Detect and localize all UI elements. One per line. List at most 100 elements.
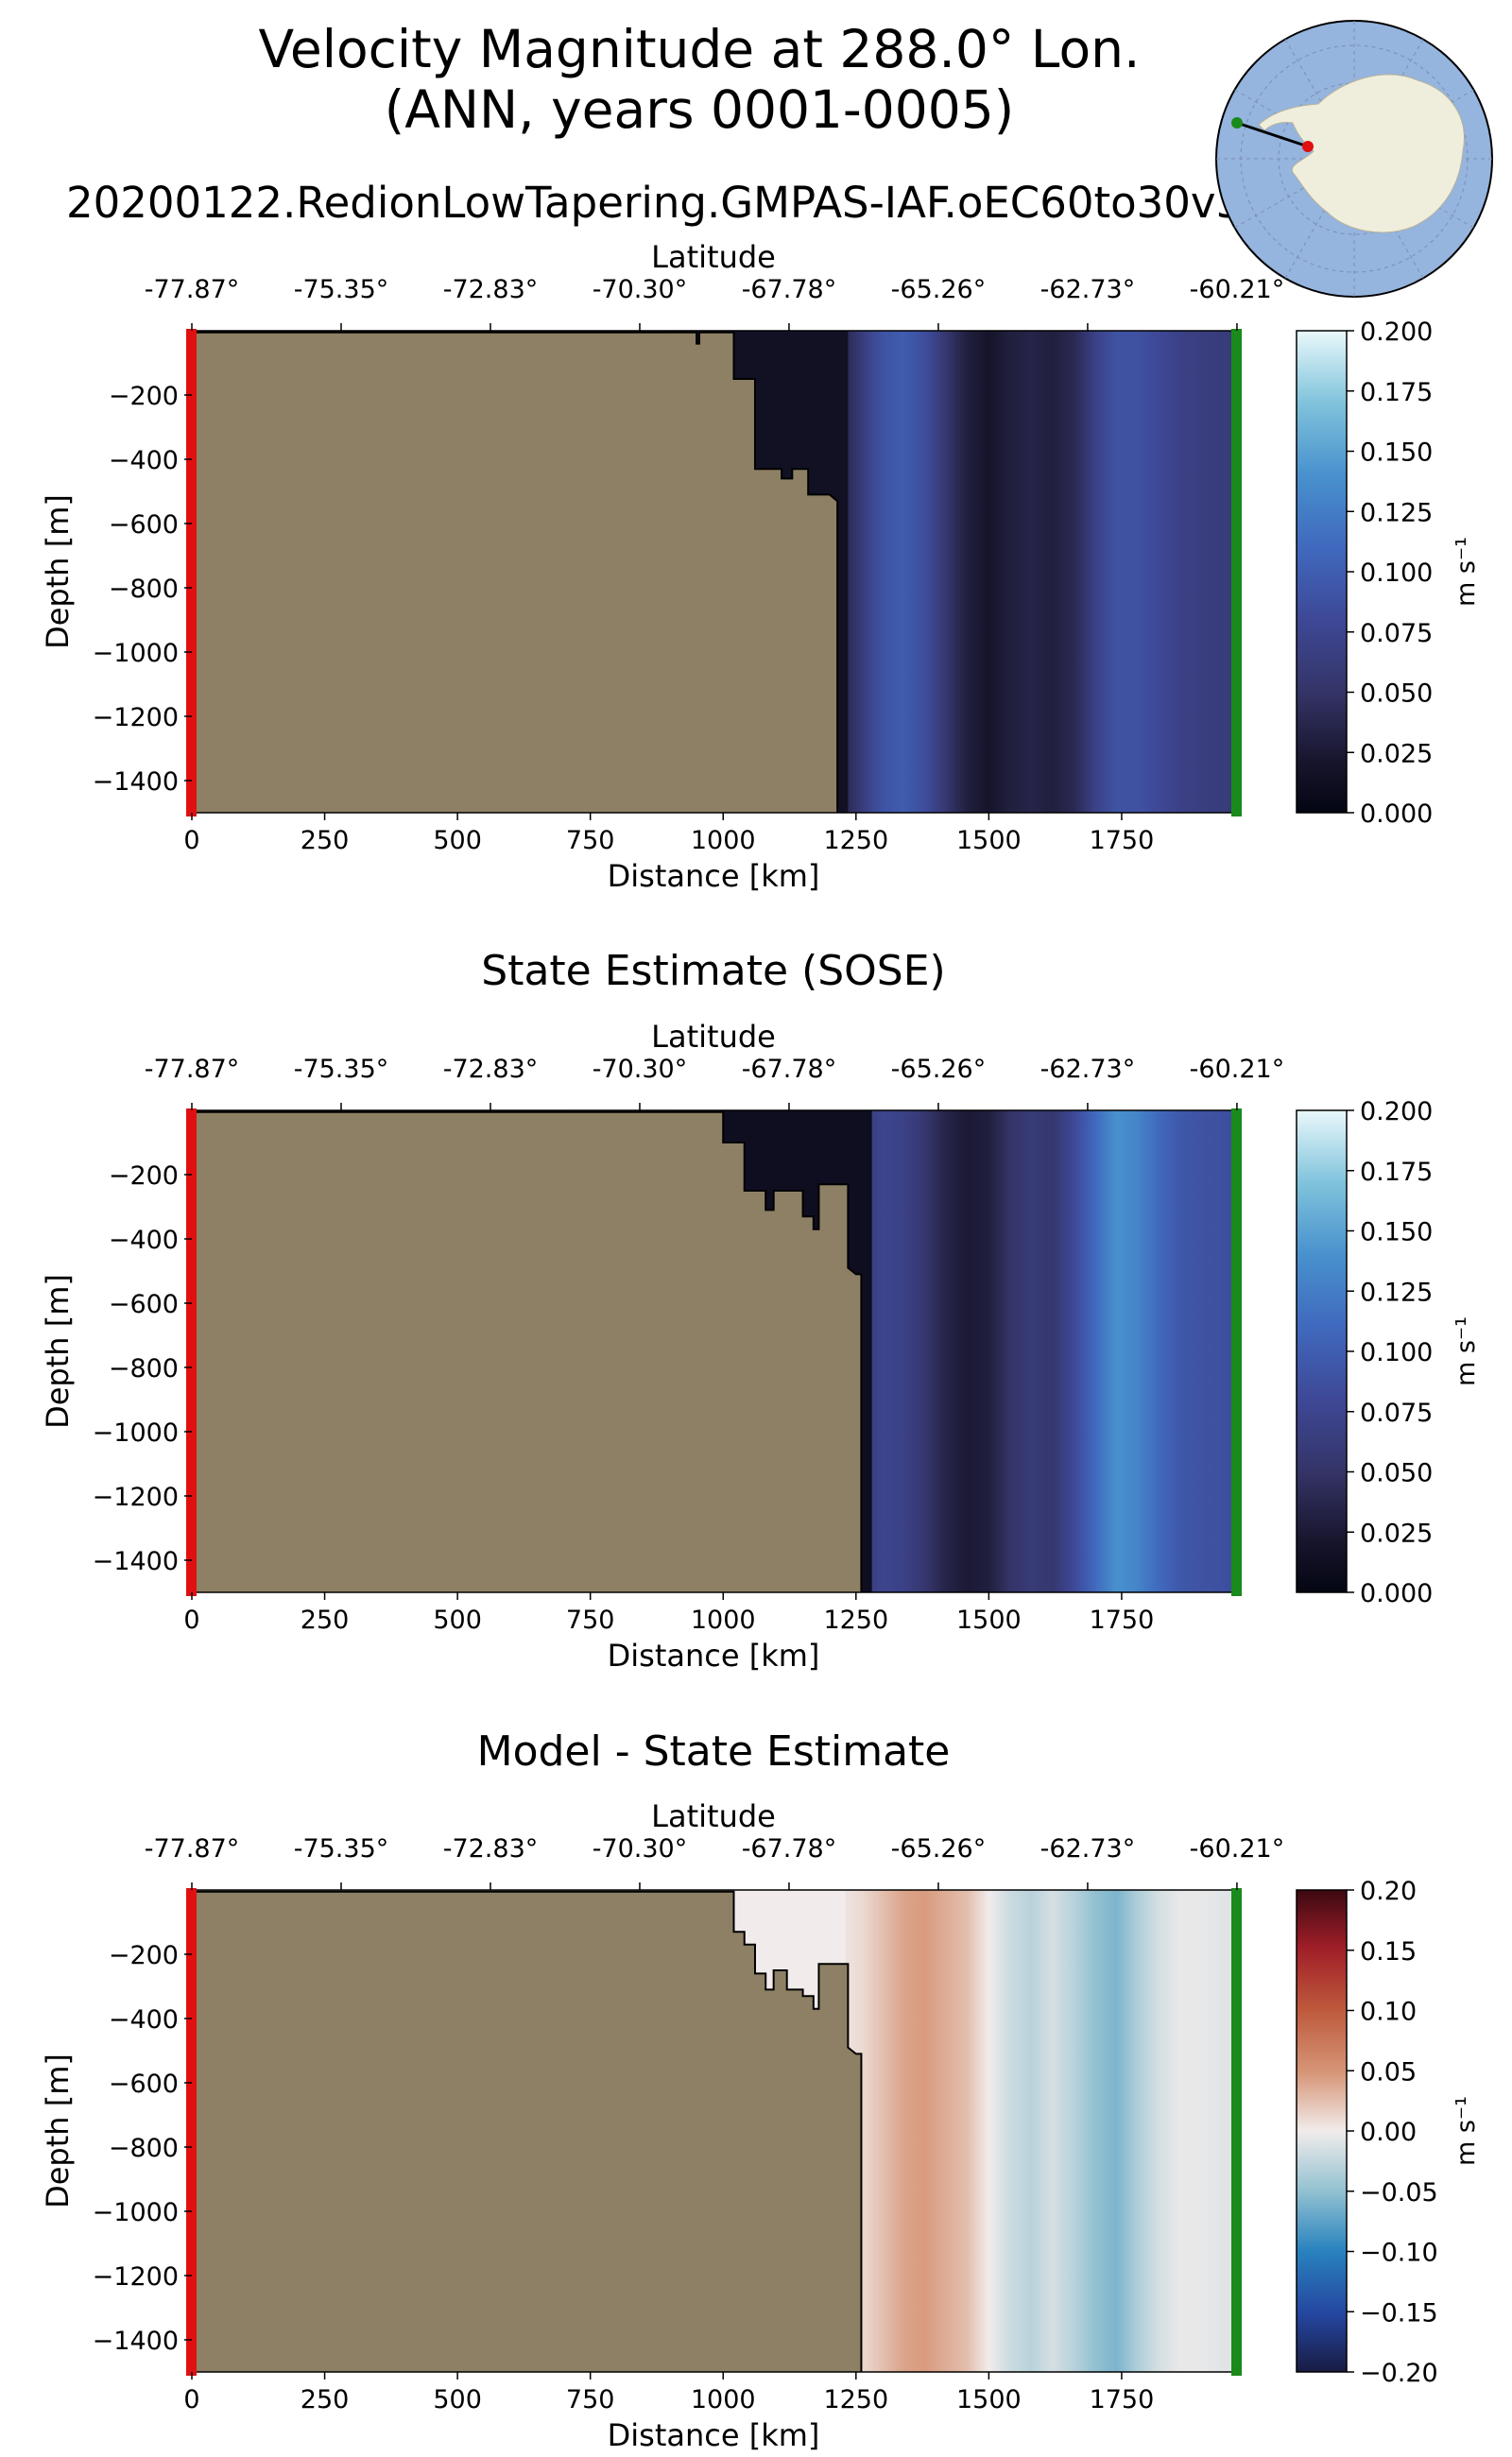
plot-area (192, 331, 1233, 813)
colorbar-tick-label: 0.175 (1360, 1158, 1433, 1187)
map-antarctica (1258, 74, 1465, 233)
plot-area (192, 1110, 1233, 1592)
x-tick-label: 1250 (823, 2385, 888, 2414)
y-tick-label: −400 (109, 446, 179, 475)
y-tick-label: −1000 (93, 639, 179, 668)
colorbar-tick-label: 0.10 (1360, 1998, 1417, 2027)
x-axis-label: Distance [km] (608, 1638, 820, 1674)
colorbar-tick-label: −0.15 (1360, 2298, 1438, 2328)
x-tick-label: 1250 (823, 826, 888, 855)
run-name: 20200122.RedionLowTapering.GMPAS-IAF.oEC… (66, 178, 1228, 228)
map-transect-line (1236, 121, 1309, 148)
colorbar-tick-label: −0.20 (1360, 2359, 1438, 2388)
y-tick-label: −1200 (93, 1483, 179, 1512)
latitude-axis-label: Latitude (651, 1019, 776, 1055)
colorbar-tick-label: 0.05 (1360, 2057, 1417, 2087)
x-tick-label: 0 (183, 826, 199, 855)
figure-title-line2: (ANN, years 0001-0005) (384, 79, 1015, 140)
colorbar-tick-label: 0.000 (1360, 799, 1433, 829)
lat-tick-label: -72.83° (443, 275, 539, 304)
y-axis-label: Depth [m] (40, 1274, 76, 1429)
y-tick-label: −600 (109, 1290, 179, 1319)
bathymetry-land (192, 331, 839, 813)
figure-title: Velocity Magnitude at 288.0° Lon. (ANN, … (0, 19, 1399, 140)
x-tick-label: 0 (183, 1606, 199, 1635)
x-tick-label: 500 (433, 1606, 482, 1635)
x-tick-label: 750 (566, 1606, 615, 1635)
x-tick-label: 1000 (691, 826, 756, 855)
colorbar-label: m s⁻¹ (1452, 1316, 1481, 1386)
x-tick-label: 250 (301, 826, 350, 855)
lat-tick-label: -65.26° (891, 1055, 987, 1084)
y-tick-label: −400 (109, 2005, 179, 2035)
lat-tick-label: -60.21° (1190, 275, 1285, 304)
colorbar-tick-label: 0.100 (1360, 558, 1433, 588)
y-tick-label: −200 (109, 1941, 179, 1970)
colorbar-tick-label: 0.025 (1360, 739, 1433, 768)
lat-tick-label: -72.83° (443, 1834, 539, 1864)
y-tick-label: −400 (109, 1226, 179, 1255)
colorbar-tick-label: 0.125 (1360, 1278, 1433, 1307)
colorbar-tick-label: 0.150 (1360, 438, 1433, 468)
y-tick-label: −1000 (93, 2198, 179, 2227)
lat-tick-label: -60.21° (1190, 1055, 1285, 1084)
colorbar-tick-label: 0.20 (1360, 1877, 1417, 1906)
y-tick-label: −800 (109, 2134, 179, 2163)
colorbar (1296, 330, 1348, 814)
y-tick-label: −1200 (93, 703, 179, 732)
plot-area (192, 1890, 1233, 2372)
colorbar-tick-label: 0.050 (1360, 679, 1433, 709)
colorbar-tick-label: 0.200 (1360, 1097, 1433, 1126)
x-tick-label: 1000 (691, 1606, 756, 1635)
lat-tick-label: -77.87° (145, 1055, 240, 1084)
bathymetry-land (192, 1890, 863, 2372)
lat-tick-label: -75.35° (294, 1834, 389, 1864)
transect-end-marker (1231, 1888, 1242, 2376)
chart-panel-sose: State Estimate (SOSE) 0 250 500 750 1000 1250 1… (40, 947, 1481, 1674)
lat-tick-label: -67.78° (742, 275, 837, 304)
panel-title: State Estimate (SOSE) (481, 947, 945, 995)
colorbar-tick-label: 0.050 (1360, 1459, 1433, 1488)
y-tick-label: −200 (109, 1161, 179, 1191)
lat-tick-label: -75.35° (294, 1055, 389, 1084)
x-tick-label: 500 (433, 826, 482, 855)
chart-panel-diff: Model - State Estimate 0 250 500 750 1000 1250… (40, 1727, 1481, 2453)
x-tick-label: 1250 (823, 1606, 888, 1635)
colorbar-label: m s⁻¹ (1452, 2096, 1481, 2166)
colorbar (1296, 1109, 1348, 1593)
transect-start-marker (186, 1888, 197, 2376)
lat-tick-label: -77.87° (145, 1834, 240, 1864)
colorbar-tick-label: −0.10 (1360, 2239, 1438, 2268)
colorbar-tick-label: 0.175 (1360, 378, 1433, 407)
x-tick-label: 750 (566, 2385, 615, 2414)
y-tick-label: −1400 (93, 767, 179, 797)
x-tick-label: 500 (433, 2385, 482, 2414)
map-transect-start (1302, 141, 1314, 152)
lat-tick-label: -75.35° (294, 275, 389, 304)
y-tick-label: −600 (109, 2070, 179, 2099)
y-tick-label: −1000 (93, 1418, 179, 1448)
x-tick-label: 1500 (956, 826, 1022, 855)
x-axis-label: Distance [km] (608, 2417, 820, 2453)
colorbar-tick-label: 0.075 (1360, 619, 1433, 648)
y-tick-label: −200 (109, 382, 179, 411)
transect-end-marker (1231, 1108, 1242, 1596)
lat-tick-label: -62.73° (1040, 275, 1136, 304)
colorbar-tick-label: 0.000 (1360, 1579, 1433, 1608)
colorbar-tick-label: 0.075 (1360, 1399, 1433, 1428)
transect-end-marker (1231, 329, 1242, 816)
lat-tick-label: -62.73° (1040, 1055, 1136, 1084)
transect-start-marker (186, 329, 197, 816)
latitude-axis-label: Latitude (651, 1798, 776, 1834)
x-tick-label: 250 (301, 1606, 350, 1635)
x-tick-label: 250 (301, 2385, 350, 2414)
lat-tick-label: -65.26° (891, 275, 987, 304)
inset-map (1215, 20, 1493, 298)
x-tick-label: 1750 (1090, 826, 1155, 855)
x-axis-label: Distance [km] (608, 858, 820, 894)
x-tick-label: 1750 (1090, 2385, 1155, 2414)
y-tick-label: −1200 (93, 2262, 179, 2292)
lat-tick-label: -70.30° (593, 1055, 688, 1084)
panel-title: Model - State Estimate (477, 1727, 951, 1776)
